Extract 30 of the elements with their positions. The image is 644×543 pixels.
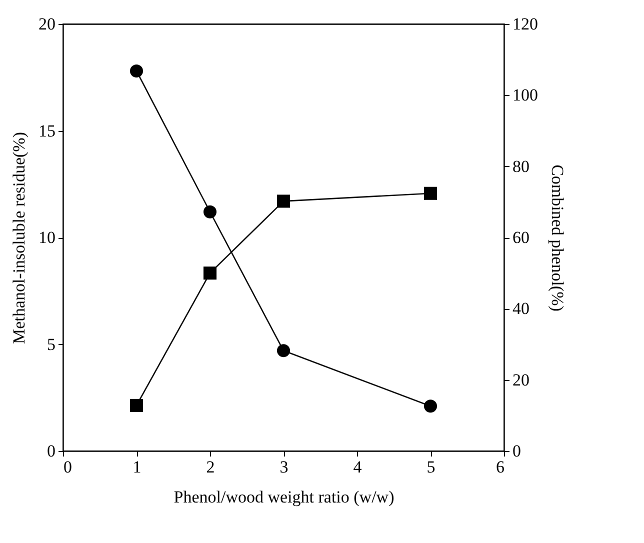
y2-tick-label: 20 bbox=[512, 370, 530, 390]
y-tick-label: 20 bbox=[38, 14, 56, 34]
point bbox=[130, 64, 144, 78]
x-tick-label: 2 bbox=[206, 458, 215, 476]
x-axis-title: Phenol/wood weight ratio (w/w) bbox=[174, 488, 394, 506]
y2-axis-title: Combined phenol(%) bbox=[548, 164, 567, 312]
x-tick-label: 0 bbox=[64, 458, 72, 476]
y-axis-title: Methanol-insoluble residue(%) bbox=[10, 132, 28, 344]
y2-tick-label: 80 bbox=[512, 156, 530, 176]
x-tick-label: 6 bbox=[496, 458, 504, 476]
y-tick-label: 5 bbox=[47, 334, 56, 354]
point bbox=[203, 266, 217, 280]
x-tick-label: 4 bbox=[353, 458, 362, 476]
x-tick-label: 1 bbox=[132, 458, 142, 476]
y2-tick-label: 60 bbox=[512, 228, 530, 247]
point bbox=[276, 194, 290, 208]
point bbox=[203, 205, 217, 218]
y-tick-label: 15 bbox=[38, 121, 56, 140]
y2-tick-label: 120 bbox=[512, 14, 538, 34]
point bbox=[130, 398, 144, 412]
y2-tick-label: 0 bbox=[512, 442, 521, 460]
point bbox=[424, 186, 438, 200]
y2-tick-label: 40 bbox=[512, 299, 530, 318]
y2-tick-label: 100 bbox=[512, 86, 538, 105]
x-tick-label: 3 bbox=[280, 458, 288, 476]
point bbox=[424, 400, 438, 413]
point bbox=[276, 344, 290, 358]
x-tick-label: 5 bbox=[426, 458, 436, 476]
y-tick-label: 10 bbox=[38, 228, 56, 247]
y-tick-label: 0 bbox=[47, 442, 56, 460]
